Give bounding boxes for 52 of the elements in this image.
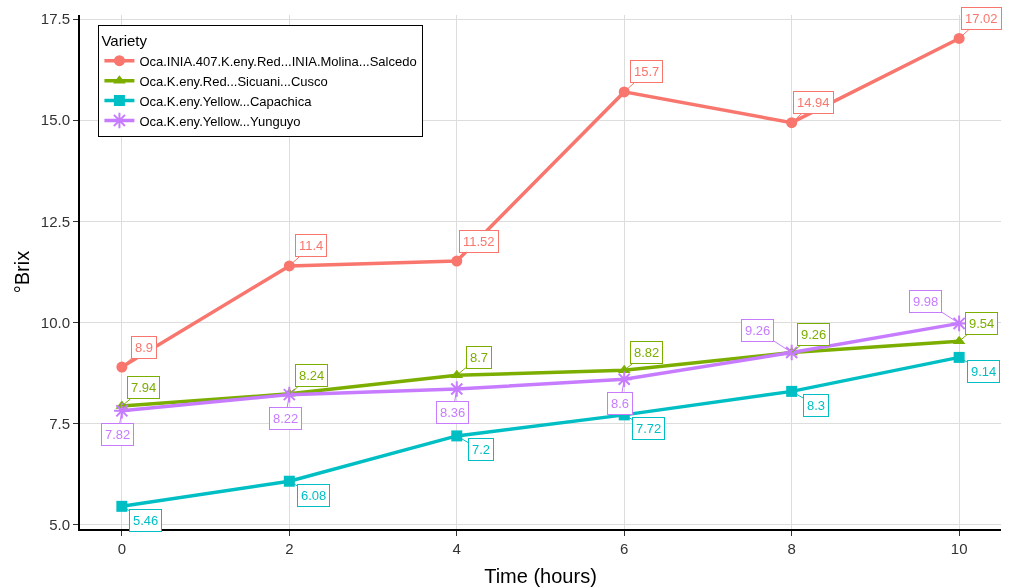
data-label: 8.6	[611, 396, 630, 411]
data-label: 7.2	[472, 442, 491, 457]
x-tick-label: 6	[620, 540, 629, 557]
data-label: 8.22	[273, 411, 299, 426]
data-label: 8.82	[634, 345, 660, 360]
point	[953, 32, 965, 44]
point	[786, 117, 798, 129]
data-label: 7.72	[636, 421, 662, 436]
data-label: 5.46	[133, 513, 159, 528]
point	[283, 475, 295, 487]
legend-label: Oca.K.eny.Red...Sicuani...Cusco	[139, 73, 328, 89]
data-label: 8.24	[299, 368, 325, 383]
data-label: 9.98	[913, 294, 939, 309]
legend-title: Variety	[101, 31, 148, 49]
x-axis-title: Time (hours)	[484, 565, 597, 587]
data-label: 9.54	[969, 316, 995, 331]
y-tick-label: 15.0	[40, 111, 70, 129]
data-label: 8.36	[440, 405, 466, 420]
x-tick-label: 8	[787, 540, 796, 557]
legend-label: Oca.K.eny.Yellow...Yunguyo	[139, 113, 301, 129]
point	[782, 343, 801, 362]
point	[953, 351, 965, 363]
data-label: 11.52	[463, 234, 495, 249]
x-tick-label: 10	[950, 540, 968, 557]
x-tick-label: 4	[452, 540, 461, 557]
y-tick-label: 10.0	[40, 313, 70, 331]
data-label: 17.02	[965, 11, 998, 26]
y-tick-label: 5.0	[49, 516, 70, 534]
data-label: 14.94	[797, 95, 830, 110]
y-tick-label: 17.5	[40, 10, 70, 28]
data-label: 8.3	[807, 398, 826, 413]
y-tick-label: 7.5	[49, 415, 70, 433]
data-label: 11.4	[299, 238, 324, 253]
point	[116, 500, 128, 512]
point	[786, 385, 798, 397]
data-label: 9.14	[971, 364, 997, 379]
data-label: 7.94	[131, 380, 157, 395]
data-label: 9.26	[801, 327, 827, 342]
y-axis-title: °Brix	[11, 250, 33, 294]
x-tick-label: 0	[117, 540, 127, 557]
y-tick-label: 12.5	[40, 212, 70, 230]
point	[113, 402, 131, 420]
data-label: 6.08	[301, 488, 327, 503]
legend-label: Oca.INIA.407.K.eny.Red...INIA.Molina...Salcedo	[139, 53, 417, 69]
data-label: 7.82	[105, 427, 131, 442]
data-label: 9.26	[745, 323, 771, 338]
x-tick-label: 2	[285, 540, 294, 557]
point	[451, 430, 463, 442]
data-label: 8.7	[470, 350, 489, 365]
legend-label: Oca.K.eny.Yellow...Capachica	[139, 93, 313, 109]
data-label: 8.9	[135, 340, 154, 355]
data-label: 15.7	[634, 64, 660, 79]
